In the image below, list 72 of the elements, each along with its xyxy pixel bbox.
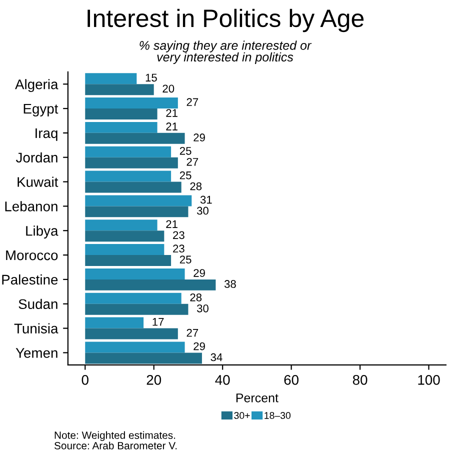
bar: [85, 98, 178, 109]
y-tick-label: Libya: [26, 226, 58, 239]
bar: [85, 146, 172, 158]
y-tick-label: Jordan: [16, 152, 58, 163]
legend-label: 30+: [234, 412, 250, 419]
bar: [85, 268, 185, 280]
data-label: 30: [196, 206, 208, 215]
x-tick-label: 0: [82, 375, 88, 385]
legend-label: 18–30: [264, 412, 291, 419]
y-tick-label: Palestine: [2, 274, 58, 285]
data-label: 28: [190, 293, 202, 302]
bar: [85, 84, 154, 96]
bar: [85, 230, 164, 242]
bar: [85, 244, 164, 256]
bar: [85, 170, 172, 182]
data-label: 31: [200, 196, 212, 204]
x-tick-label: 100: [418, 375, 440, 385]
bar: [85, 220, 158, 231]
bar: [85, 206, 188, 218]
bar: [85, 317, 144, 328]
data-label: 27: [186, 328, 198, 337]
x-axis-title: Percent: [236, 394, 278, 402]
data-label: 27: [186, 158, 198, 166]
bar: [85, 255, 172, 266]
data-label: 29: [194, 342, 205, 350]
y-tick-label: Kuwait: [18, 176, 58, 187]
data-label: 38: [224, 280, 236, 288]
data-label: 27: [186, 98, 198, 106]
data-label: 15: [146, 74, 157, 82]
bar: [85, 342, 185, 353]
data-label: 21: [166, 220, 178, 228]
bar: [85, 182, 182, 193]
data-label: 29: [194, 269, 205, 277]
data-label: 25: [180, 171, 192, 180]
chart-title: Interest in Politics by Age: [88, 8, 364, 32]
bar: [85, 108, 158, 120]
y-tick-label: Morocco: [6, 250, 58, 260]
bar: [85, 292, 182, 304]
data-label: 25: [180, 256, 192, 264]
bar: [85, 352, 202, 364]
data-label: 34: [210, 353, 222, 362]
data-label: 23: [173, 231, 184, 240]
x-tick-label: 40: [215, 375, 230, 385]
data-label: 21: [166, 109, 178, 117]
y-tick-label: Yemen: [16, 348, 58, 358]
bar: [85, 122, 158, 133]
y-tick-label: Algeria: [15, 79, 58, 92]
data-label: 21: [166, 122, 178, 130]
bar: [85, 328, 178, 340]
y-tick-label: Tunisia: [14, 323, 58, 334]
chart-subtitle: % saying they are interested or very interested in politics: [140, 40, 312, 64]
data-label: 17: [152, 318, 164, 326]
data-label: 30: [196, 304, 208, 312]
data-label: 25: [180, 146, 192, 155]
y-tick-label: Egypt: [24, 104, 58, 116]
y-tick-label: Lebanon: [5, 201, 58, 212]
y-tick-label: Iraq: [36, 128, 58, 141]
data-label: 23: [173, 244, 184, 253]
data-label: 28: [190, 182, 202, 190]
y-tick-label: Sudan: [18, 298, 58, 310]
x-tick-label: 80: [352, 375, 368, 385]
x-tick-label: 60: [284, 375, 298, 385]
data-label: 20: [162, 84, 174, 93]
x-tick-label: 20: [146, 375, 162, 385]
bar: [85, 279, 216, 290]
text: Note: Weighted estimates. Source: Arab Barometer V.: [54, 431, 177, 450]
bar: [85, 73, 137, 84]
data-label: 29: [194, 134, 205, 142]
bar: [85, 195, 192, 206]
bar: [85, 304, 188, 315]
bar: [85, 157, 178, 168]
bar: [85, 132, 185, 144]
